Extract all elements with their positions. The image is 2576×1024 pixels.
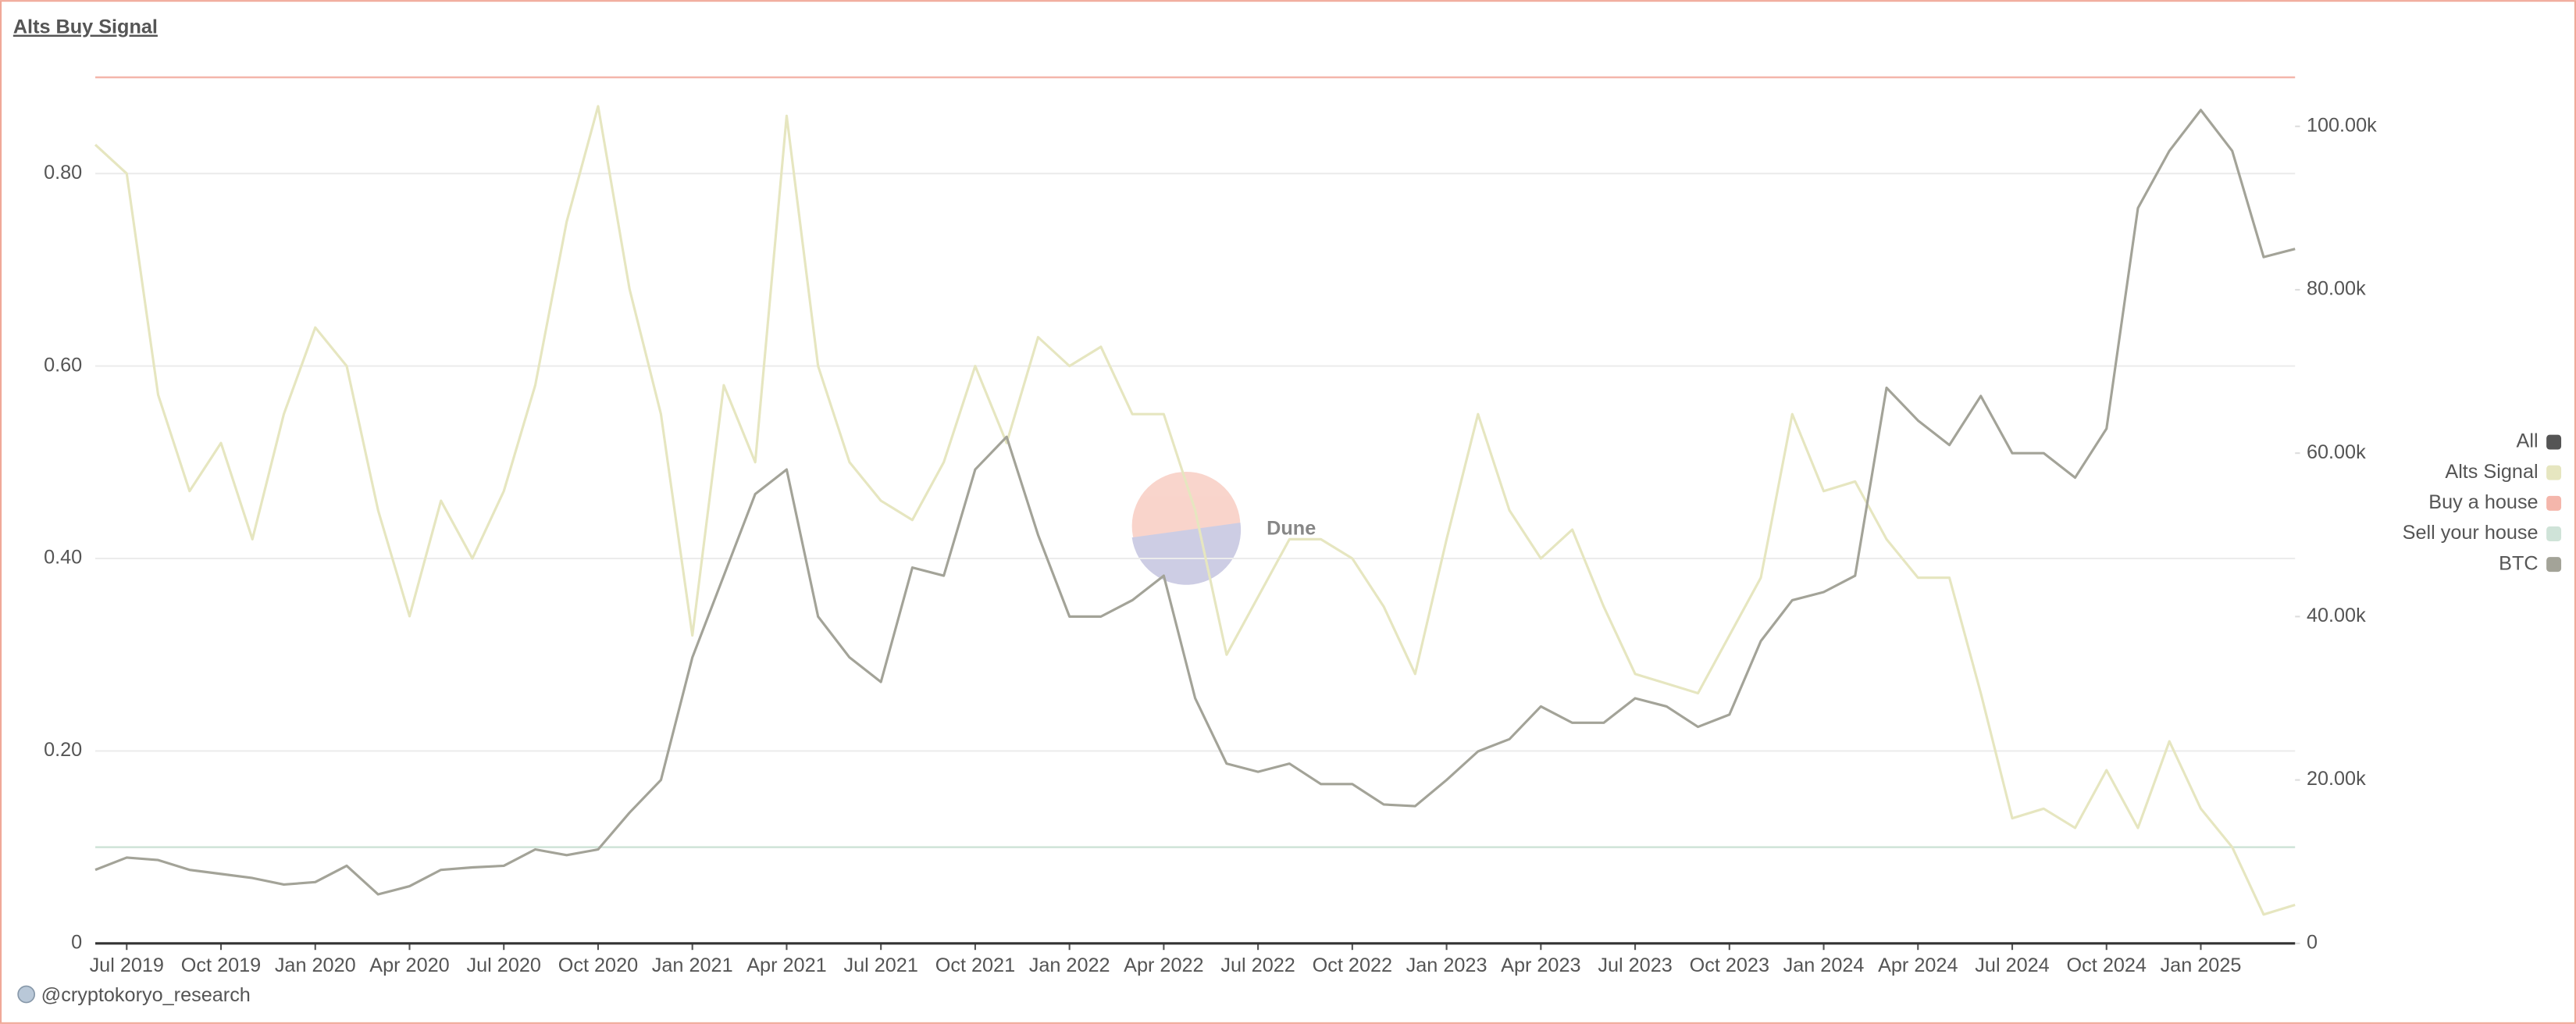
x-tick-label: Jan 2020 [275,954,356,976]
x-tick-label: Jul 2021 [843,954,917,976]
y2-tick-label: 0 [2307,931,2318,953]
legend-label: All [2517,430,2539,452]
x-tick-label: Jan 2024 [1783,954,1865,976]
x-tick-label: Oct 2021 [935,954,1015,976]
watermark: Dune [1131,471,1316,585]
y-tick-label: 0 [71,931,82,953]
legend-item[interactable]: BTC [2499,552,2562,574]
y2-tick-label: 60.00k [2307,441,2366,463]
x-tick-label: Jul 2019 [90,954,164,976]
y-tick-label: 0.40 [44,547,82,569]
x-tick-label: Jan 2021 [652,954,733,976]
legend-swatch [2546,465,2562,480]
x-tick-label: Apr 2022 [1124,954,1203,976]
x-tick-label: Oct 2023 [1690,954,1769,976]
legend-label: BTC [2499,552,2538,574]
x-tick-label: Apr 2023 [1501,954,1580,976]
legend-item[interactable]: Sell your house [2403,522,2562,544]
chart-title[interactable]: Alts Buy Signal [13,16,158,38]
legend-label: Buy a house [2428,491,2538,513]
x-tick-label: Jul 2022 [1220,954,1295,976]
legend-swatch [2546,495,2562,511]
y-tick-label: 0.60 [44,354,82,376]
x-tick-label: Oct 2020 [558,954,638,976]
legend-swatch [2546,557,2562,573]
y2-tick-label: 80.00k [2307,278,2366,300]
x-tick-label: Jan 2022 [1029,954,1110,976]
x-tick-label: Oct 2024 [2067,954,2147,976]
legend-swatch [2546,434,2562,450]
watermark-logo-lower [1131,523,1242,585]
series-line [94,105,2296,916]
y-tick-label: 0.20 [44,739,82,761]
x-tick-label: Jul 2024 [1975,954,2049,976]
x-tick-label: Apr 2020 [369,954,449,976]
x-tick-label: Jul 2020 [467,954,541,976]
legend-label: Sell your house [2403,522,2539,544]
x-tick-label: Apr 2021 [746,954,826,976]
x-tick-label: Jul 2023 [1598,954,1672,976]
y2-tick-label: 100.00k [2307,114,2377,136]
x-tick-label: Apr 2024 [1878,954,1958,976]
legend-item[interactable]: All [2517,430,2562,452]
legend-item[interactable]: Buy a house [2428,491,2562,513]
y2-tick-label: 20.00k [2307,768,2366,790]
legend-swatch [2546,526,2562,541]
author-icon [17,985,36,1004]
legend-item[interactable]: Alts Signal [2445,461,2562,483]
series-line [94,109,2296,896]
x-tick-label: Jan 2025 [2161,954,2242,976]
x-tick-label: Oct 2019 [181,954,261,976]
y-tick-label: 0.80 [44,162,82,184]
y2-tick-label: 40.00k [2307,605,2366,626]
x-tick-label: Oct 2022 [1313,954,1392,976]
legend-label: Alts Signal [2445,461,2538,483]
footer-author[interactable]: @cryptokoryo_research [41,984,251,1006]
x-tick-label: Jan 2023 [1406,954,1488,976]
watermark-text: Dune [1267,517,1316,539]
